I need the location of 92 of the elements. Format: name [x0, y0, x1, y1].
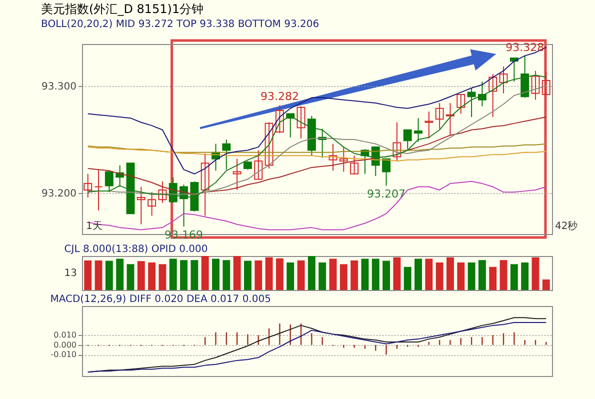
candlestick: [84, 173, 92, 198]
bar: [126, 264, 134, 290]
bar: [489, 266, 497, 290]
candlestick: [94, 169, 103, 211]
bar: [457, 262, 465, 290]
candlestick: [446, 102, 454, 136]
bar: [382, 260, 390, 290]
bar: [542, 279, 550, 290]
bar: [436, 262, 444, 290]
bar: [446, 257, 454, 290]
bar: [94, 260, 102, 290]
bar: [404, 266, 412, 290]
candlestick: [200, 152, 210, 216]
bar: [425, 258, 433, 290]
bar: [244, 260, 252, 290]
bar: [116, 258, 124, 290]
candlestick: [403, 129, 412, 150]
y-tick-label: 0.010: [54, 330, 76, 340]
candlestick: [264, 122, 274, 170]
chart-subtitle: BOLL(20,20,2) MID 93.272 TOP 93.338 BOTTOM 93.206: [41, 18, 320, 30]
bar: [468, 262, 476, 290]
candlestick: [136, 186, 146, 225]
candlestick: [254, 150, 263, 180]
line-series: [87, 180, 547, 230]
y-tick-label: 0.000: [54, 340, 76, 350]
bar: [361, 258, 369, 290]
candlestick: [148, 192, 156, 216]
candlestick: [414, 118, 422, 142]
bar: [180, 260, 188, 290]
annotation: 93.282: [260, 90, 299, 104]
candlestick: [456, 94, 466, 114]
bar: [521, 262, 529, 290]
bar: [297, 260, 305, 290]
y-tick-label: 93.200: [42, 188, 76, 200]
bar: [318, 262, 326, 290]
bar: [148, 262, 156, 290]
candlestick: [542, 71, 550, 96]
y-tick-label: -0.010: [50, 350, 76, 360]
bar: [393, 257, 401, 290]
bar: [350, 260, 358, 290]
bar: [190, 260, 198, 290]
bar: [169, 258, 177, 290]
bar: [414, 258, 422, 290]
annotation: 93.207: [367, 188, 406, 201]
bar: [137, 261, 145, 290]
candlestick: [531, 70, 540, 100]
candlestick: [392, 122, 402, 162]
annotation: 93.169: [164, 228, 204, 242]
bar: [212, 258, 220, 290]
candlestick: [328, 143, 338, 172]
bar: [329, 258, 337, 290]
chart-title: MACD(12,26,9) DIFF 0.020 DEA 0.017 0.005: [50, 294, 271, 305]
candlestick: [350, 155, 359, 174]
candlestick: [499, 66, 508, 94]
bar: [233, 256, 241, 290]
candlestick: [488, 74, 498, 118]
candlestick: [222, 139, 231, 170]
bar: [532, 257, 540, 290]
bar: [286, 262, 294, 290]
candlestick: [232, 158, 242, 190]
bar: [222, 260, 230, 290]
bar: [478, 260, 486, 290]
bar: [105, 260, 113, 290]
candlestick: [424, 111, 434, 139]
bar: [84, 260, 92, 290]
chart-title: 美元指数(外汇_D 8151)1分钟: [41, 2, 204, 16]
bar: [265, 257, 273, 290]
bar: [254, 260, 262, 290]
chart-title: CJL 8.000(13:88) OPID 0.000: [64, 244, 208, 255]
bar: [510, 264, 518, 290]
candlestick: [467, 88, 476, 118]
bar: [308, 256, 316, 290]
y-tick-label: 93.300: [42, 81, 76, 92]
bar: [500, 260, 508, 290]
annotation: 1天: [86, 221, 102, 232]
candlestick: [382, 158, 391, 186]
candlestick: [158, 180, 167, 204]
candlestick: [339, 146, 348, 172]
text: 42秒: [555, 220, 578, 232]
annotation: 93.328: [506, 40, 544, 54]
bar: [276, 258, 284, 290]
candlestick: [275, 104, 284, 134]
bar: [201, 256, 209, 290]
candlestick: [104, 170, 114, 193]
bar: [158, 264, 166, 290]
candlestick: [520, 55, 530, 98]
text: 13: [64, 268, 77, 279]
candlestick: [296, 106, 306, 139]
candlestick: [478, 81, 486, 107]
candlestick: [435, 102, 444, 130]
bar: [340, 264, 348, 290]
bar: [372, 258, 380, 290]
